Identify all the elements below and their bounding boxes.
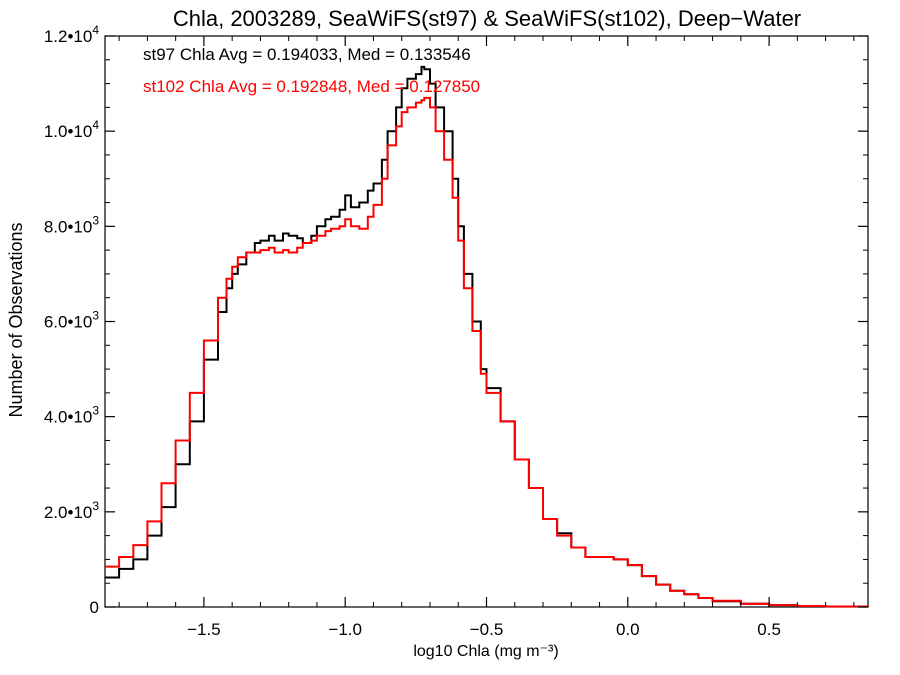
y-tick-label: 8.0•103	[44, 213, 100, 236]
x-tick-label: −1.0	[328, 620, 362, 639]
y-tick-label: 4.0•103	[44, 404, 100, 427]
chart-title: Chla, 2003289, SeaWiFS(st97) & SeaWiFS(s…	[173, 6, 801, 31]
annotation-1: st97 Chla Avg = 0.194033, Med = 0.133546	[143, 45, 471, 64]
x-tick-label: 0.5	[757, 620, 781, 639]
x-tick-label: 0.0	[616, 620, 640, 639]
x-axis-label: log10 Chla (mg m⁻³)	[413, 643, 558, 660]
y-axis-label: Number of Observations	[6, 222, 26, 417]
y-tick-label: 1.0•104	[44, 118, 100, 141]
plot-frame	[104, 35, 869, 608]
annotation-2: st102 Chla Avg = 0.192848, Med = 0.12785…	[143, 77, 480, 96]
y-tick-label: 0	[90, 598, 99, 617]
series-line-2	[105, 96, 869, 608]
y-tick-label: 2.0•103	[44, 499, 100, 522]
y-tick-label: 1.2•104	[44, 23, 100, 46]
series-line-1	[105, 65, 869, 608]
x-tick-label: −0.5	[470, 620, 504, 639]
x-tick-label: −1.5	[187, 620, 221, 639]
y-tick-label: 6.0•103	[44, 309, 100, 332]
